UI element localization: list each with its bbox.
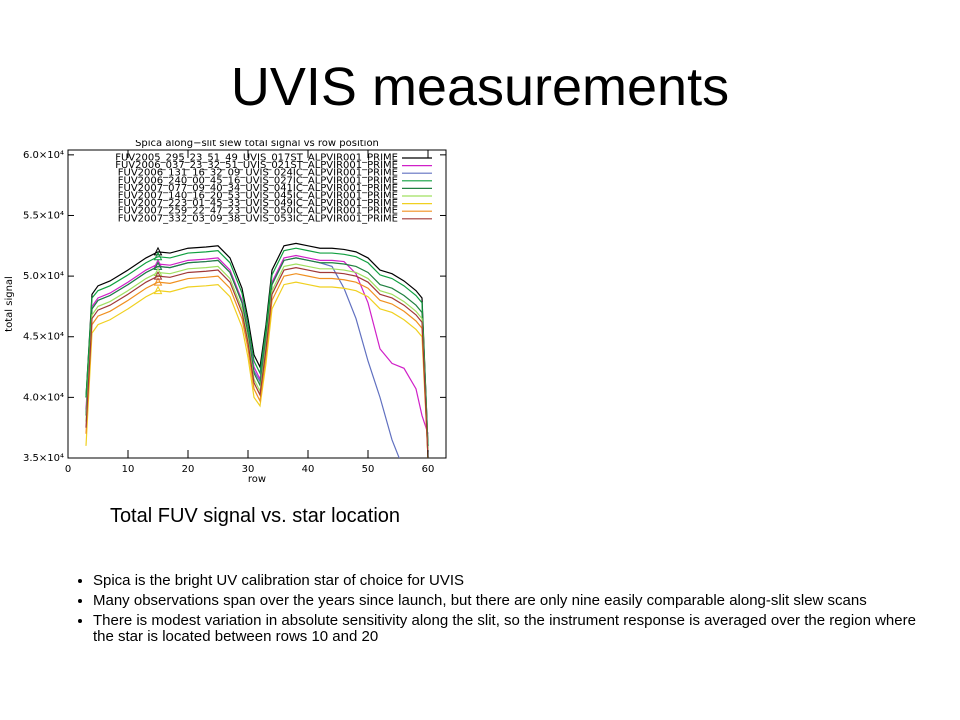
series-line: [85, 273, 429, 458]
x-tick-label: 50: [362, 464, 375, 475]
x-tick-label: 0: [65, 464, 71, 475]
bullet-list: Spica is the bright UV calibration star …: [58, 573, 923, 649]
y-tick-label: 5.5×10⁴: [23, 210, 64, 221]
series-marker: [153, 270, 163, 280]
slide-title: UVIS measurements: [230, 57, 730, 117]
x-tick-label: 40: [302, 464, 315, 475]
legend-label: FUV2006_037_23_32_51_UVIS_021ST_ALPVIR00…: [115, 160, 398, 171]
y-tick-label: 3.5×10⁴: [23, 453, 64, 464]
y-tick-label: 4.5×10⁴: [23, 332, 64, 343]
legend-label: FUV2006_240_00_45_16_UVIS_027IC_ALPVIR00…: [118, 175, 398, 186]
series-marker: [153, 267, 163, 276]
series-line: [85, 267, 429, 458]
series-marker: [153, 251, 163, 261]
legend-label: FUV2007_077_09_40_34_UVIS_041IC_ALPVIR00…: [118, 183, 398, 194]
x-axis-label: row: [248, 474, 266, 485]
legend-label: FUV2006_131_16_32_09_UVIS_024IC_ALPVIR00…: [118, 168, 398, 179]
plot-frame: [67, 149, 447, 459]
y-tick-label: 6.0×10⁴: [23, 150, 64, 161]
bullet: Many observations span over the years si…: [93, 593, 923, 609]
series-marker: [153, 285, 163, 295]
series-marker: [153, 277, 163, 286]
chart: Spica along−slit slew total signal vs ro…: [4, 140, 447, 485]
legend-label: FUV2005_295_23_51_49_UVIS_017ST_ALPVIR00…: [115, 153, 398, 164]
x-tick-label: 60: [422, 464, 435, 475]
y-tick-label: 4.0×10⁴: [23, 392, 64, 403]
x-tick-label: 20: [182, 464, 195, 475]
x-tick-label: 30: [242, 464, 255, 475]
chart-title: Spica along−slit slew total signal vs ro…: [135, 140, 379, 149]
series-line: [85, 257, 429, 452]
legend-label: FUV2007_223_01_45_33_UVIS_049IC_ALPVIR00…: [118, 198, 398, 209]
y-axis-label: total signal: [4, 276, 15, 332]
series-marker: [153, 246, 163, 256]
x-tick-label: 10: [122, 464, 135, 475]
legend-label: FUV2007_332_03_09_38_UVIS_053IC_ALPVIR00…: [118, 213, 398, 224]
legend-label: FUV2007_140_16_20_53_UVIS_045IC_ALPVIR00…: [118, 191, 398, 202]
y-tick-label: 5.0×10⁴: [23, 271, 64, 282]
series-line: [85, 247, 429, 446]
plot-area: [85, 242, 429, 458]
bullet: Spica is the bright UV calibration star …: [93, 573, 923, 589]
bullet: There is modest variation in absolute se…: [93, 613, 923, 645]
series-line: [85, 254, 429, 434]
legend-label: FUV2007_259_22_47_23_UVIS_050IC_ALPVIR00…: [118, 206, 398, 217]
caption: Total FUV signal vs. star location: [109, 505, 401, 527]
series-line: [85, 281, 429, 458]
series-line: [85, 242, 429, 446]
